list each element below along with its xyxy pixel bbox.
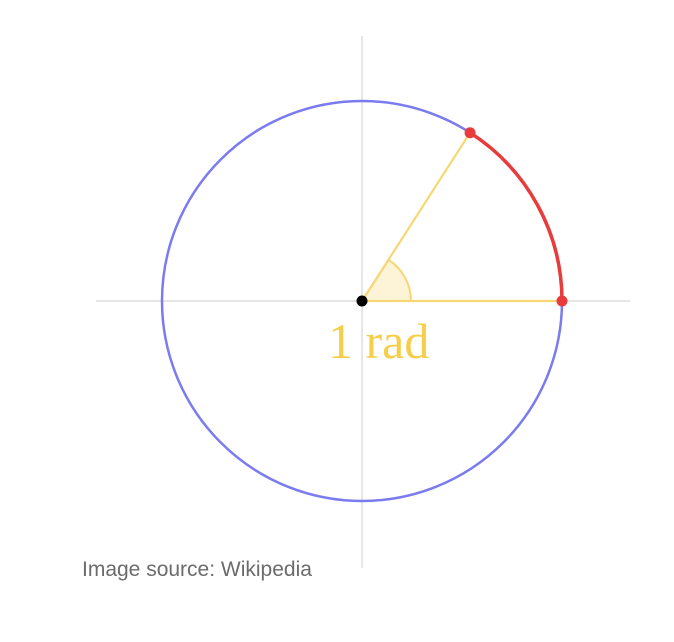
radian-arc [469, 131, 564, 302]
arc-start-point [556, 295, 568, 307]
arc-end-point [464, 127, 476, 139]
angle-wedge [360, 258, 413, 302]
image-source-caption: Image source: Wikipedia [82, 558, 312, 581]
angle-label: 1 rad [328, 313, 429, 369]
radius-angled [361, 132, 471, 302]
center-point [356, 295, 368, 307]
